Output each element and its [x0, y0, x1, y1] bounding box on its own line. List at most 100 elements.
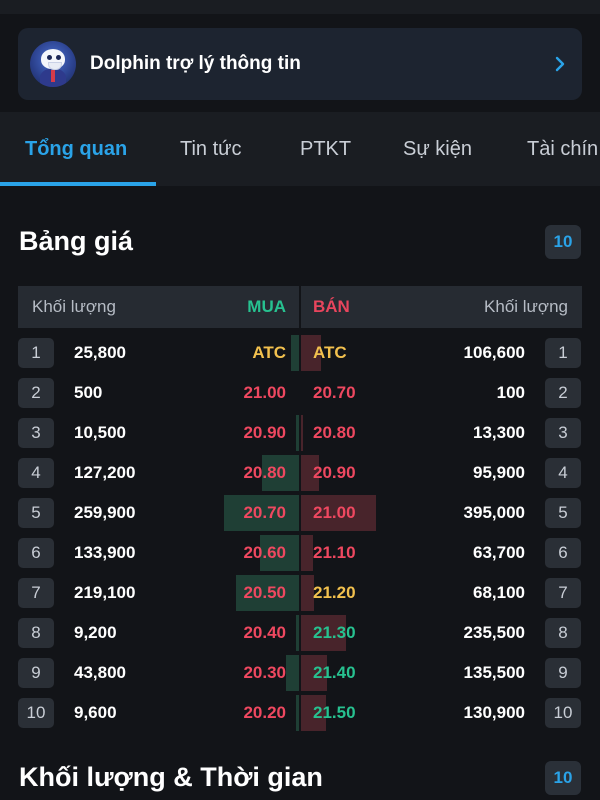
row-index-sell: 10 [545, 698, 581, 728]
buy-price[interactable]: 20.80 [243, 463, 286, 482]
volume-time-title: Khối lượng & Thời gian [19, 762, 323, 792]
sell-price[interactable]: 21.50 [313, 703, 356, 722]
sell-price[interactable]: 20.70 [313, 383, 356, 402]
header-sell-volume: Khối lượng [484, 297, 568, 316]
sell-volume-bar [301, 455, 319, 491]
orderbook-row[interactable]: 8 9,200 20.40 21.30 235,500 8 [0, 613, 600, 653]
row-index-buy: 9 [18, 658, 54, 688]
orderbook-row[interactable]: 3 10,500 20.90 20.80 13,300 3 [0, 413, 600, 453]
buy-volume: 9,200 [74, 623, 117, 642]
row-index-sell: 9 [545, 658, 581, 688]
price-board-title: Bảng giá [19, 226, 134, 256]
buy-volume-bar [296, 695, 299, 731]
row-index-sell: 6 [545, 538, 581, 568]
tab-overview[interactable]: Tổng quan [25, 138, 128, 160]
buy-volume-bar [286, 655, 299, 691]
buy-price[interactable]: 21.00 [243, 383, 286, 402]
sell-volume: 95,900 [473, 463, 525, 482]
sell-volume: 235,500 [463, 623, 525, 642]
buy-price[interactable]: 20.30 [243, 663, 286, 682]
buy-volume: 259,900 [74, 503, 136, 522]
sell-price[interactable]: 21.40 [313, 663, 356, 682]
tab-financials[interactable]: Tài chín [527, 138, 599, 160]
sell-volume: 63,700 [473, 543, 525, 562]
sell-volume-bar [301, 575, 314, 611]
buy-volume-bar [291, 335, 299, 371]
row-index-buy: 10 [18, 698, 54, 728]
assistant-title: Dolphin trợ lý thông tin [90, 53, 301, 74]
sell-price[interactable]: ATC [313, 343, 347, 362]
sell-price[interactable]: 21.30 [313, 623, 356, 642]
sell-price[interactable]: 21.20 [313, 583, 356, 602]
buy-price[interactable]: ATC [252, 343, 286, 362]
volume-time-depth-badge[interactable]: 10 [545, 761, 581, 795]
orderbook-row[interactable]: 7 219,100 20.50 21.20 68,100 7 [0, 573, 600, 613]
row-index-sell: 4 [545, 458, 581, 488]
top-strip [0, 0, 600, 14]
orderbook-row[interactable]: 6 133,900 20.60 21.10 63,700 6 [0, 533, 600, 573]
buy-volume: 43,800 [74, 663, 126, 682]
buy-volume-bar [224, 495, 299, 531]
row-index-sell: 5 [545, 498, 581, 528]
buy-price[interactable]: 20.40 [243, 623, 286, 642]
row-index-buy: 1 [18, 338, 54, 368]
row-index-sell: 1 [545, 338, 581, 368]
sell-volume-bar [301, 495, 376, 531]
row-index-sell: 2 [545, 378, 581, 408]
orderbook-row[interactable]: 4 127,200 20.80 20.90 95,900 4 [0, 453, 600, 493]
sell-volume: 100 [496, 383, 525, 402]
buy-volume-bar [260, 535, 299, 571]
row-index-sell: 7 [545, 578, 581, 608]
sell-volume-bar [301, 335, 321, 371]
tab-events[interactable]: Sự kiện [403, 138, 472, 160]
buy-volume: 219,100 [74, 583, 136, 602]
buy-volume: 127,200 [74, 463, 136, 482]
orderbook-row[interactable]: 9 43,800 20.30 21.40 135,500 9 [0, 653, 600, 693]
row-index-buy: 5 [18, 498, 54, 528]
row-index-sell: 8 [545, 618, 581, 648]
orderbook-row[interactable]: 1 25,800 ATC ATC 106,600 1 [0, 333, 600, 373]
row-index-buy: 6 [18, 538, 54, 568]
header-divider [299, 286, 301, 328]
header-sell: BÁN [313, 297, 350, 316]
tab-technical-analysis[interactable]: PTKT [300, 138, 352, 160]
sell-volume-bar [301, 415, 303, 451]
buy-price[interactable]: 20.50 [243, 583, 286, 602]
row-index-buy: 8 [18, 618, 54, 648]
buy-volume: 25,800 [74, 343, 126, 362]
sell-volume-bar [301, 535, 313, 571]
orderbook-row[interactable]: 2 500 21.00 20.70 100 2 [0, 373, 600, 413]
tab-news[interactable]: Tin tức [180, 138, 242, 160]
row-index-buy: 3 [18, 418, 54, 448]
sell-price[interactable]: 21.00 [313, 503, 356, 522]
active-tab-indicator [0, 182, 156, 186]
sell-volume: 135,500 [463, 663, 525, 682]
buy-volume: 133,900 [74, 543, 136, 562]
orderbook-row[interactable]: 5 259,900 20.70 21.00 395,000 5 [0, 493, 600, 533]
sell-price[interactable]: 20.80 [313, 423, 356, 442]
buy-price[interactable]: 20.90 [243, 423, 286, 442]
buy-volume: 10,500 [74, 423, 126, 442]
dolphin-avatar-icon [30, 41, 76, 87]
sell-volume: 106,600 [463, 343, 525, 362]
sell-volume-bar [301, 695, 326, 731]
buy-volume-bar [236, 575, 299, 611]
sell-volume: 68,100 [473, 583, 525, 602]
chevron-right-icon [555, 56, 565, 72]
orderbook-row[interactable]: 10 9,600 20.20 21.50 130,900 10 [0, 693, 600, 733]
buy-price[interactable]: 20.20 [243, 703, 286, 722]
sell-price[interactable]: 21.10 [313, 543, 356, 562]
price-board-depth-badge[interactable]: 10 [545, 225, 581, 259]
sell-volume: 13,300 [473, 423, 525, 442]
buy-price[interactable]: 20.60 [243, 543, 286, 562]
sell-volume-bar [301, 615, 346, 651]
buy-price[interactable]: 20.70 [243, 503, 286, 522]
row-index-buy: 7 [18, 578, 54, 608]
sell-volume-bar [301, 655, 327, 691]
assistant-banner[interactable]: Dolphin trợ lý thông tin [18, 28, 582, 100]
buy-volume: 9,600 [74, 703, 117, 722]
header-buy-volume: Khối lượng [32, 297, 116, 316]
sell-price[interactable]: 20.90 [313, 463, 356, 482]
sell-volume: 130,900 [463, 703, 525, 722]
row-index-sell: 3 [545, 418, 581, 448]
